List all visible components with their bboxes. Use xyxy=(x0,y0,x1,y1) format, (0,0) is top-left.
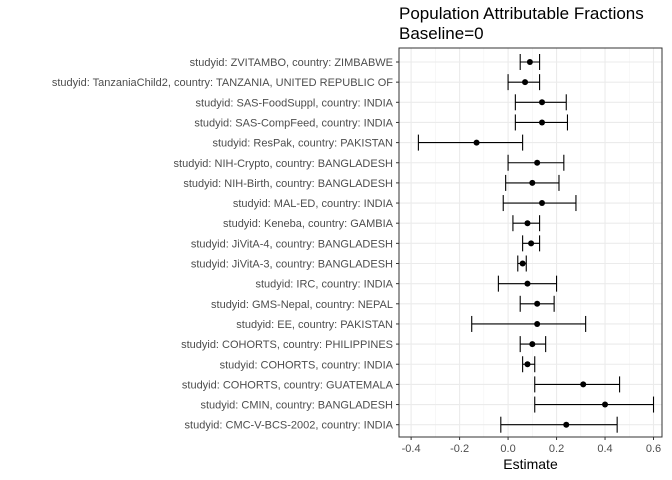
y-tick-label: studyid: GMS-Nepal, country: NEPAL xyxy=(211,299,393,311)
estimate-point xyxy=(534,320,541,327)
estimate-point xyxy=(539,119,546,126)
y-tick-label: studyid: TanzaniaChild2, country: TANZAN… xyxy=(52,77,393,89)
estimate-point xyxy=(524,361,531,368)
y-tick-label: studyid: NIH-Crypto, country: BANGLADESH xyxy=(174,158,394,170)
estimate-point xyxy=(534,159,541,166)
y-tick-label: studyid: EE, country: PAKISTAN xyxy=(236,319,393,331)
estimate-point xyxy=(522,79,529,86)
y-tick-label: studyid: Keneba, country: GAMBIA xyxy=(223,218,394,230)
estimate-point xyxy=(524,280,531,287)
x-tick-label: -0.4 xyxy=(402,443,421,455)
estimate-point xyxy=(534,300,541,307)
estimate-point xyxy=(539,99,546,106)
estimate-point xyxy=(528,240,535,247)
y-tick-label: studyid: JiVitA-3, country: BANGLADESH xyxy=(191,259,393,271)
x-tick-label: 0.6 xyxy=(646,443,661,455)
y-tick-label: studyid: SAS-CompFeed, country: INDIA xyxy=(194,117,393,129)
y-tick-label: studyid: COHORTS, country: INDIA xyxy=(220,359,394,371)
estimate-point xyxy=(524,220,531,227)
y-tick-label: studyid: IRC, country: INDIA xyxy=(255,279,393,291)
x-axis-title: Estimate xyxy=(503,456,558,472)
estimate-point xyxy=(529,179,536,186)
estimate-point xyxy=(539,200,546,207)
y-tick-label: studyid: ResPak, country: PAKISTAN xyxy=(212,138,393,150)
panel-border xyxy=(398,47,663,438)
estimate-point xyxy=(602,401,609,408)
x-tick-label: 0.0 xyxy=(500,443,515,455)
y-axis: studyid: ZVITAMBO, country: ZIMBABWE stud… xyxy=(52,57,399,432)
chart-subtitle: Baseline=0 xyxy=(399,24,484,43)
y-tick-label: studyid: COHORTS, country: PHILIPPINES xyxy=(181,339,393,351)
y-tick-label: studyid: JiVitA-4, country: BANGLADESH xyxy=(191,238,393,250)
estimate-point xyxy=(519,260,526,267)
x-tick-label: 0.4 xyxy=(597,443,612,455)
y-tick-label: studyid: MAL-ED, country: INDIA xyxy=(233,198,394,210)
estimate-marks xyxy=(417,54,655,433)
y-tick-label: studyid: CMIN, country: BANGLADESH xyxy=(200,400,393,412)
y-tick-label: studyid: ZVITAMBO, country: ZIMBABWE xyxy=(190,57,393,69)
y-tick-label: studyid: CMC-V-BCS-2002, country: INDIA xyxy=(185,420,394,432)
x-tick-label: 0.2 xyxy=(549,443,564,455)
estimate-point xyxy=(580,381,587,388)
x-axis: -0.4 -0.2 0.0 0.2 0.4 0.6 xyxy=(402,437,661,455)
estimate-point xyxy=(529,341,536,348)
y-tick-label: studyid: SAS-FoodSuppl, country: INDIA xyxy=(196,97,394,109)
y-tick-label: studyid: COHORTS, country: GUATEMALA xyxy=(182,379,394,391)
estimate-point xyxy=(473,139,480,146)
x-tick-label: -0.2 xyxy=(450,443,469,455)
y-tick-label: studyid: NIH-Birth, country: BANGLADESH xyxy=(183,178,393,190)
chart-title: Population Attributable Fractions xyxy=(399,4,644,23)
estimate-point xyxy=(563,421,570,428)
estimate-point xyxy=(526,59,533,65)
